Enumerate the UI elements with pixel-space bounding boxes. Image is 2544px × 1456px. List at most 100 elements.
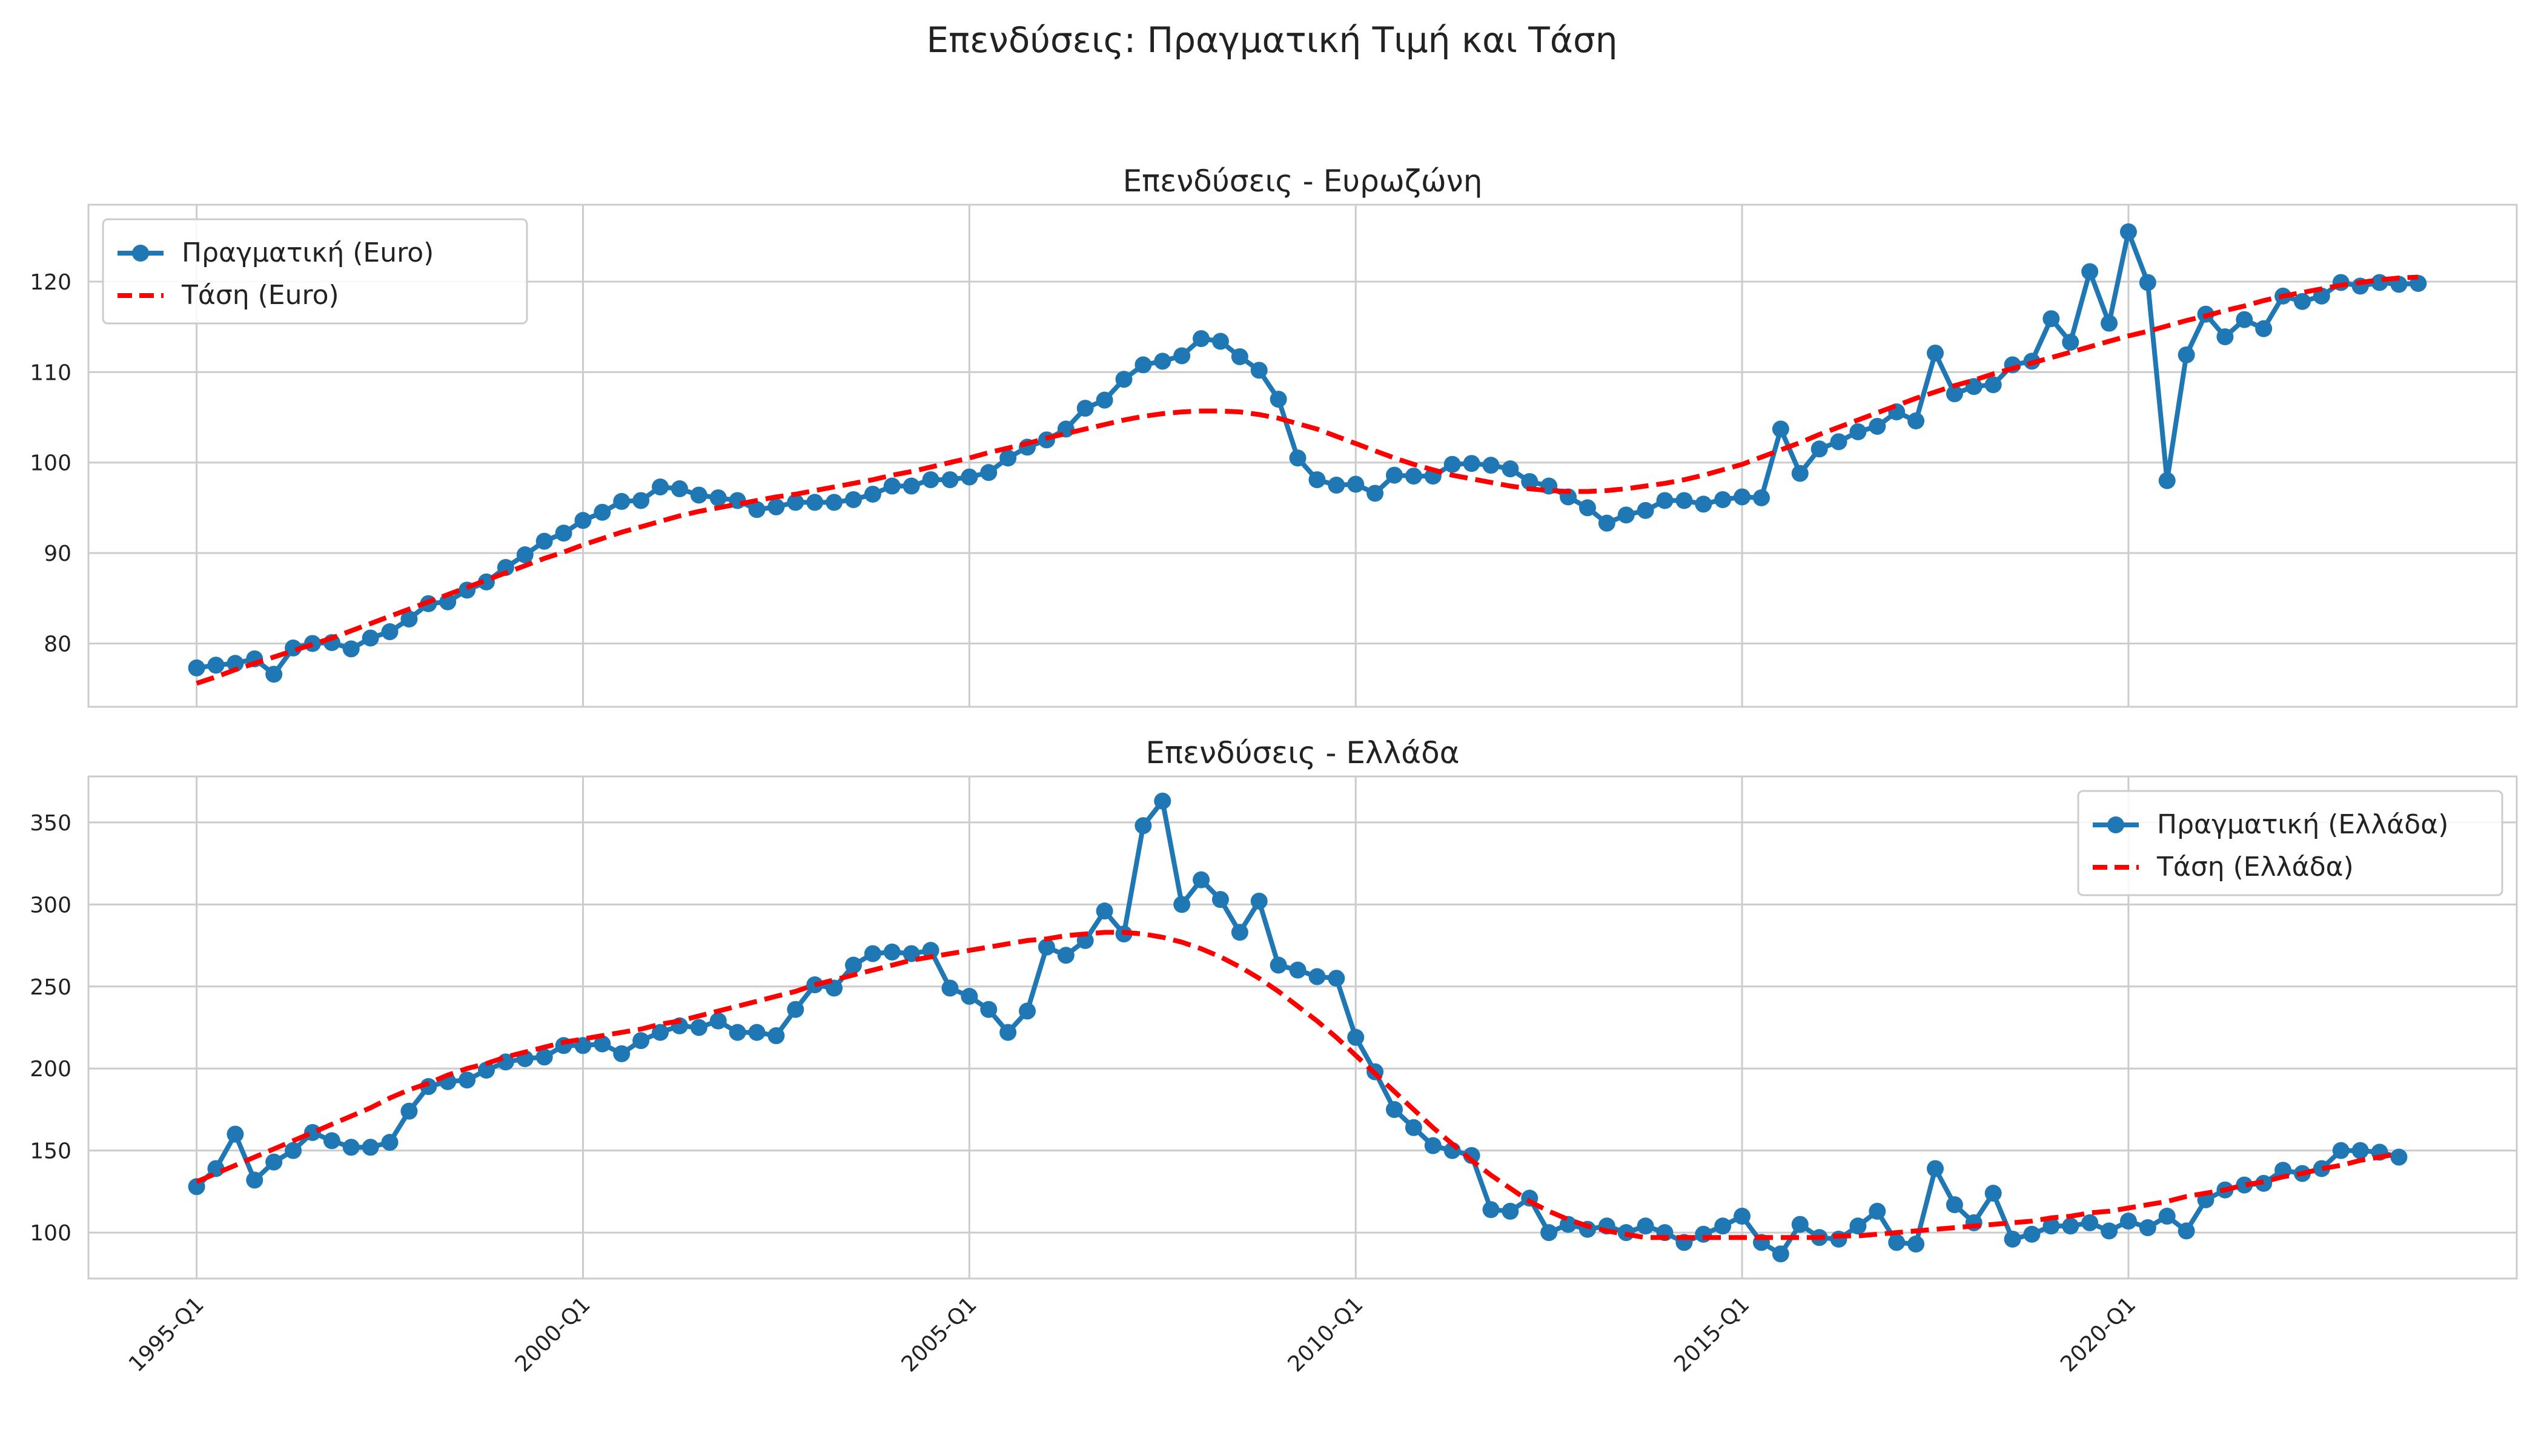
data-point <box>535 532 553 550</box>
data-point <box>671 480 688 498</box>
data-point <box>1984 376 2002 394</box>
data-point <box>1038 938 1055 956</box>
data-point <box>941 979 959 997</box>
data-point <box>1270 956 1287 974</box>
legend: Πραγματική (Ελλάδα) Τάση (Ελλάδα) <box>2077 790 2503 896</box>
data-point <box>207 657 225 674</box>
data-point <box>594 1035 611 1053</box>
data-point <box>1173 896 1191 913</box>
data-point <box>2062 1217 2079 1235</box>
data-point <box>1328 477 1345 494</box>
data-point <box>2139 274 2156 291</box>
data-point <box>400 1102 418 1120</box>
data-point <box>1617 506 1635 524</box>
data-point <box>594 503 611 521</box>
data-point <box>883 943 901 961</box>
data-point <box>632 1032 650 1050</box>
y-tick-label: 350 <box>30 811 71 836</box>
data-point <box>1154 792 1171 810</box>
series-line-actual <box>196 229 2419 677</box>
data-point <box>1096 391 1113 409</box>
data-point <box>342 1139 360 1156</box>
data-point <box>1308 471 1326 489</box>
data-point <box>1752 489 1770 506</box>
data-point <box>2293 293 2311 310</box>
data-point <box>2139 1219 2156 1237</box>
data-point <box>1810 440 1828 458</box>
data-point <box>1791 465 1809 482</box>
data-point <box>516 546 534 564</box>
data-point <box>1849 423 1867 440</box>
data-point <box>1173 347 1191 365</box>
data-point <box>1385 466 1403 484</box>
data-point <box>1096 902 1113 920</box>
data-point <box>652 1024 669 1041</box>
data-point <box>265 666 283 683</box>
data-point <box>459 1071 476 1089</box>
data-point <box>1482 457 1500 474</box>
data-point <box>535 1048 553 1066</box>
data-point <box>1250 892 1268 910</box>
data-point <box>478 573 495 591</box>
data-point <box>285 1142 302 1159</box>
x-tick-label: 2010-Q1 <box>1283 1292 1368 1377</box>
panel-title: Επενδύσεις - Ελλάδα <box>1145 735 1459 770</box>
panel-1: 80 90 100 110 120 Επενδύσεις - Ευρωζώνη Πραγμα… <box>30 164 2518 708</box>
data-point <box>729 1024 746 1041</box>
data-point <box>748 1024 766 1041</box>
series-line-trend <box>196 274 2419 686</box>
data-point <box>826 494 843 511</box>
data-point <box>1231 924 1248 941</box>
data-point <box>767 1027 785 1045</box>
data-point <box>980 464 998 481</box>
data-point <box>1772 420 1789 438</box>
data-point <box>1869 1202 1886 1220</box>
data-point <box>1695 1225 1712 1243</box>
data-point <box>1211 891 1229 908</box>
data-point <box>1772 1245 1789 1263</box>
data-point <box>342 640 360 658</box>
data-point <box>227 1125 244 1143</box>
data-point <box>709 1012 727 1030</box>
data-point <box>826 979 843 997</box>
data-point <box>1695 495 1712 513</box>
data-point <box>1714 491 1732 508</box>
series-line-trend <box>196 930 2400 1240</box>
data-point <box>1888 1234 1906 1251</box>
data-point <box>2042 1217 2060 1235</box>
data-point <box>2119 223 2137 240</box>
data-point <box>2216 328 2234 346</box>
data-point <box>922 471 939 489</box>
data-point <box>1115 371 1133 388</box>
series-line-actual <box>194 798 2400 1257</box>
data-point <box>1366 485 1384 502</box>
data-point <box>767 498 785 515</box>
data-point <box>285 639 302 657</box>
data-point <box>864 485 881 503</box>
data-point <box>2004 1230 2021 1248</box>
data-point <box>1328 970 1345 987</box>
legend: Πραγματική (Euro) Τάση (Euro) <box>102 218 528 325</box>
data-point <box>227 655 244 672</box>
data-point <box>323 1132 340 1150</box>
y-tick-label: 150 <box>30 1139 71 1164</box>
data-point <box>1907 1236 1925 1253</box>
data-point <box>1791 1216 1809 1233</box>
data-point <box>1830 1230 1847 1248</box>
data-point <box>1927 1160 1944 1177</box>
data-point <box>2351 1142 2369 1159</box>
plot-frame <box>87 204 2518 708</box>
legend-box <box>2077 790 2503 896</box>
x-tick-label: 2000-Q1 <box>511 1292 595 1377</box>
data-point <box>1482 1201 1500 1219</box>
data-point <box>632 492 650 509</box>
data-point <box>1154 352 1171 370</box>
data-point <box>1734 488 1751 506</box>
data-point <box>2062 334 2079 351</box>
data-point <box>1946 385 1963 403</box>
data-point <box>1869 417 1886 435</box>
data-point <box>1714 1217 1732 1235</box>
x-tick-label: 2005-Q1 <box>897 1292 982 1377</box>
data-point <box>652 478 669 496</box>
data-point <box>1637 501 1654 519</box>
